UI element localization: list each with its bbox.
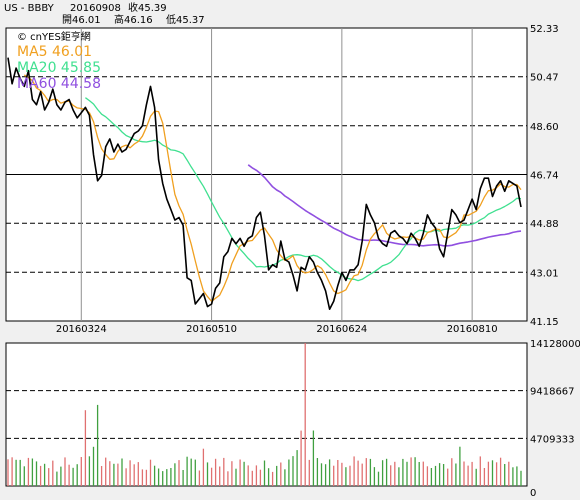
- volume-bars: [7, 343, 522, 486]
- ma60-line: [247, 164, 522, 247]
- volume-y-tick-label: 4709333: [530, 434, 575, 445]
- price-y-tick-label: 52.33: [530, 24, 559, 35]
- price-line: [7, 57, 522, 310]
- volume-panel: [5, 342, 528, 487]
- volume-grid: [6, 390, 527, 439]
- price-x-tick-label: 20160810: [447, 324, 498, 335]
- price-y-tick-label: 50.47: [530, 73, 559, 84]
- volume-y-axis: 14128000 9418667 4709333 0: [530, 339, 580, 499]
- price-x-tick-label: 20160510: [186, 324, 237, 335]
- price-y-tick-label: 41.15: [530, 317, 559, 328]
- volume-y-tick-label: 14128000: [530, 339, 580, 350]
- header-close: 收45.39: [128, 1, 167, 14]
- volume-y-tick-label: 0: [530, 488, 536, 499]
- header-symbol: US - BBBY: [4, 3, 55, 14]
- legend-ma20: MA20 45.85: [17, 60, 101, 76]
- price-x-tick-label: 20160624: [316, 324, 367, 335]
- legend-ma60: MA60 44.58: [17, 76, 101, 92]
- price-y-tick-label: 48.60: [530, 122, 559, 133]
- watermark-text: © cnYES鉅亨網: [17, 30, 91, 43]
- price-lines: [7, 57, 522, 310]
- price-y-tick-label: 46.74: [530, 171, 559, 182]
- header-high: 高46.16: [114, 13, 153, 26]
- price-x-tick-label: 20160324: [56, 324, 107, 335]
- price-y-tick-label: 44.88: [530, 219, 559, 230]
- price-y-axis: 52.33 50.47 48.60 46.74 44.88 43.01 41.15: [530, 24, 559, 328]
- header-open: 開46.01: [62, 14, 101, 26]
- header-low: 低45.37: [166, 13, 205, 26]
- header-date: 20160908: [70, 3, 121, 14]
- price-y-tick-label: 43.01: [530, 268, 559, 279]
- legend: © cnYES鉅亨網 MA5 46.01 MA20 45.85 MA60 44.…: [17, 30, 101, 92]
- price-x-axis: 20160324 20160510 20160624 20160810: [56, 28, 498, 335]
- price-grid: [6, 76, 527, 273]
- volume-y-tick-label: 9418667: [530, 387, 575, 398]
- ma5-line: [23, 74, 522, 302]
- legend-ma5: MA5 46.01: [17, 44, 92, 60]
